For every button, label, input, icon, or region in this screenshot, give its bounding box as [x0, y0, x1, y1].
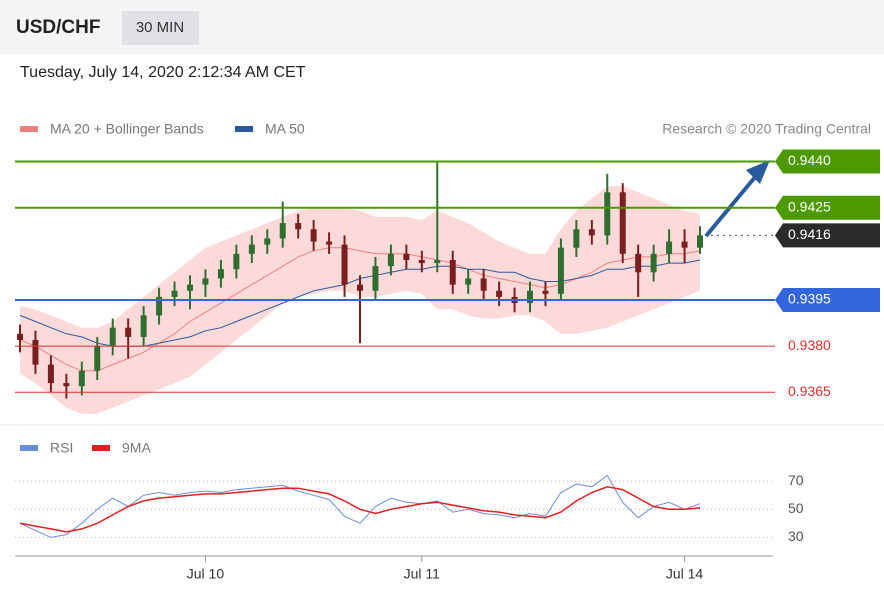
- candle-body: [604, 192, 611, 236]
- legend-label: MA 20 + Bollinger Bands: [50, 121, 204, 137]
- candle-body: [557, 247, 564, 294]
- candle-body: [542, 290, 549, 294]
- timeframe: 30 MIN: [136, 19, 184, 36]
- candle-body: [372, 266, 379, 291]
- legend-label: RSI: [50, 440, 73, 456]
- candle-body: [434, 260, 441, 264]
- candle-body: [310, 229, 317, 242]
- x-tick-label: Jul 10: [187, 566, 225, 582]
- candle-body: [573, 229, 580, 248]
- level-label-box: [775, 149, 880, 174]
- legend-swatch: [235, 126, 253, 132]
- moving-average: [19, 247, 701, 372]
- legend-swatch: [20, 126, 38, 132]
- y-tick-label: 50: [788, 500, 804, 516]
- candle-body: [295, 223, 302, 230]
- forecast-arrow-head: [746, 160, 770, 184]
- legend-label: 9MA: [122, 440, 151, 456]
- candle-body: [187, 284, 193, 291]
- candle-body: [480, 278, 487, 291]
- candle-body: [17, 333, 23, 340]
- candle-body: [387, 253, 394, 267]
- candle-body: [666, 241, 673, 254]
- candle-body: [94, 346, 101, 371]
- level-label: 0.9425: [788, 198, 831, 214]
- candle-body: [47, 364, 54, 384]
- forecast-arrow: [704, 174, 758, 238]
- candle-body: [681, 241, 688, 248]
- candle-body: [125, 327, 132, 337]
- legend-swatch: [92, 445, 110, 451]
- candle-body: [63, 383, 70, 387]
- candle-body: [78, 370, 85, 387]
- candle-body: [217, 269, 224, 279]
- legend-swatch: [20, 445, 38, 451]
- x-tick-label: Jul 11: [404, 566, 441, 582]
- candle-body: [418, 260, 425, 264]
- candle-body: [156, 296, 163, 316]
- timestamp: Tuesday, July 14, 2020 2:12:34 AM CET: [20, 64, 306, 81]
- candle-body: [619, 192, 626, 254]
- rsi-line: [19, 486, 701, 533]
- legend-label: MA 50: [265, 121, 305, 137]
- bollinger-band: [20, 186, 700, 414]
- candle-body: [202, 278, 209, 285]
- candle-body: [248, 244, 255, 254]
- candle-body: [233, 253, 240, 270]
- x-tick-label: Jul 14: [666, 566, 704, 582]
- source: Research © 2020 Trading Central: [662, 121, 871, 137]
- candle-body: [171, 290, 178, 297]
- y-tick-label: 30: [788, 528, 804, 544]
- candle-body: [341, 244, 348, 285]
- candle-body: [264, 238, 271, 245]
- symbol: USD/CHF: [16, 17, 100, 38]
- level-label: 0.9440: [788, 152, 831, 168]
- candle-body: [357, 284, 363, 291]
- level-label: 0.9395: [788, 291, 831, 307]
- candle-body: [140, 315, 147, 337]
- y-tick-label: 70: [788, 472, 804, 488]
- timeframe-box: [122, 11, 199, 45]
- candle-body: [588, 229, 595, 236]
- level-label: 0.9365: [788, 383, 831, 399]
- candle-body: [465, 278, 472, 285]
- candle-body: [496, 290, 503, 297]
- level-label-box: [775, 223, 880, 248]
- candle-body: [279, 223, 286, 239]
- level-label-box: [775, 195, 880, 220]
- candle-body: [697, 235, 703, 248]
- candle-body: [403, 253, 410, 260]
- candle-body: [326, 241, 333, 245]
- candle-body: [650, 253, 657, 273]
- candle-body: [527, 290, 533, 304]
- candle-body: [449, 260, 456, 285]
- candle-body: [109, 327, 116, 347]
- rsi-line: [19, 474, 701, 538]
- candle-body: [32, 340, 39, 365]
- candle-body: [635, 253, 642, 273]
- level-label: 0.9380: [788, 337, 831, 353]
- level-label-box: [775, 288, 880, 312]
- level-label: 0.9416: [788, 226, 831, 242]
